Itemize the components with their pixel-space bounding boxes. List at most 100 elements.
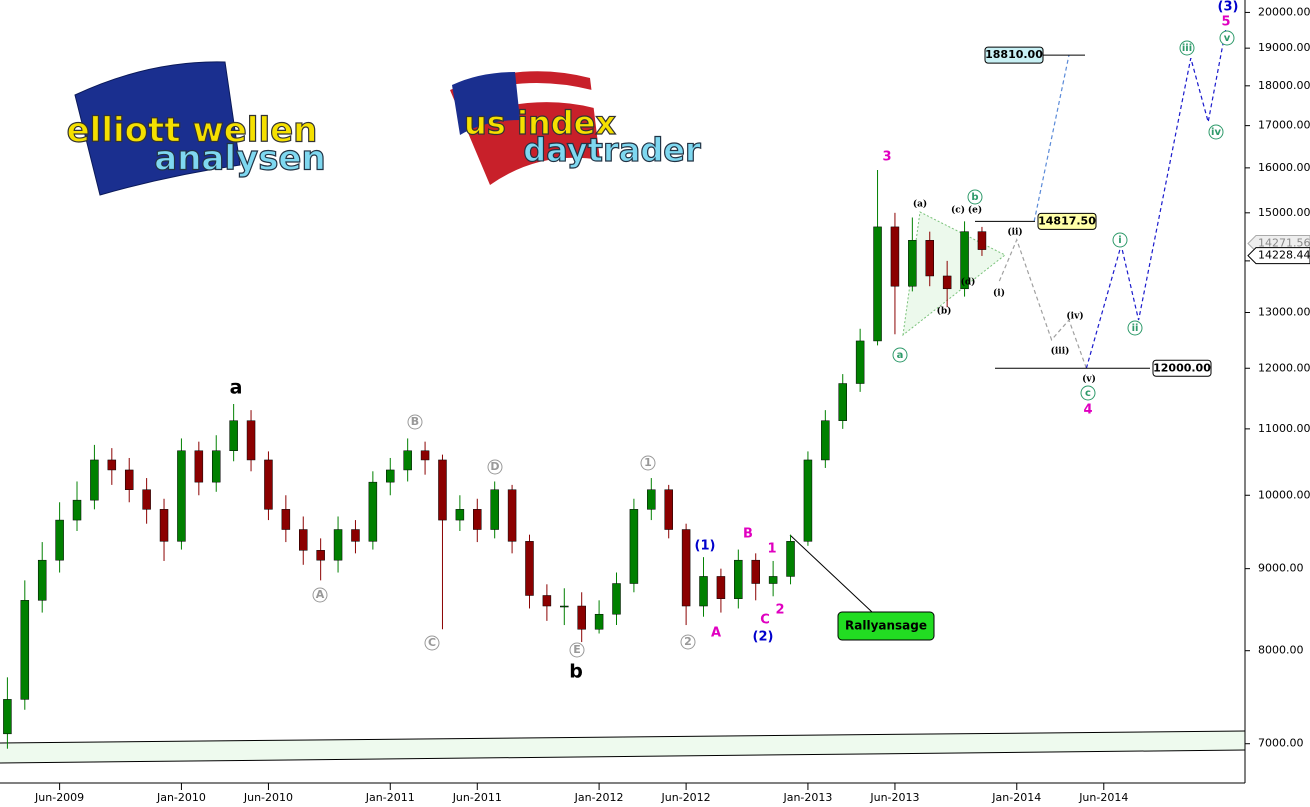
level-box xyxy=(984,46,1044,64)
wave-label: (2) xyxy=(753,630,774,645)
candle-body xyxy=(751,559,760,584)
candle-body xyxy=(681,529,691,607)
y-tick-label: 20000.00 xyxy=(1258,5,1310,18)
wave-label: (3) xyxy=(1218,0,1239,15)
wave-label: 5 xyxy=(1221,15,1230,30)
x-tick-label: Jun-2014 xyxy=(1078,791,1128,804)
candle-body xyxy=(908,240,917,287)
wave-label: iv xyxy=(1211,127,1221,138)
wave-circle xyxy=(1112,232,1128,248)
wave-label: c xyxy=(1085,388,1091,399)
candle-body xyxy=(768,576,778,584)
wave-circle xyxy=(407,414,423,430)
wave-label: 2 xyxy=(684,635,692,648)
wave-label: A xyxy=(711,626,721,641)
y-tick-label: 9000.00 xyxy=(1258,562,1304,575)
wave-label: 2 xyxy=(775,603,784,618)
candle-body xyxy=(211,450,221,483)
candle-body xyxy=(942,275,952,290)
logo-text: daytrader xyxy=(523,131,701,169)
wave-label: E xyxy=(573,643,581,656)
callout-line xyxy=(789,534,873,613)
candle-body xyxy=(107,459,117,471)
candle-body xyxy=(890,226,900,287)
candle-body xyxy=(855,340,865,384)
candle-body xyxy=(333,529,343,561)
wave-label: 1 xyxy=(767,542,776,557)
x-tick-label: Jun-2012 xyxy=(661,791,711,804)
candle-body xyxy=(316,550,325,561)
wave-circle xyxy=(892,347,908,363)
candle-body xyxy=(612,583,621,615)
wave-circle xyxy=(1080,385,1096,401)
candle-body xyxy=(473,509,482,530)
candle-body xyxy=(629,509,639,584)
wave-circle xyxy=(1208,124,1224,140)
x-tick-label: Jun-2011 xyxy=(452,791,502,804)
candle-body xyxy=(821,420,830,461)
candle-body xyxy=(72,499,82,521)
y-tick-label: 17000.00 xyxy=(1258,119,1310,132)
wave-label: v xyxy=(1224,33,1231,44)
wave-circle xyxy=(680,634,696,650)
wave-circle xyxy=(1219,30,1235,46)
wave-circle xyxy=(1127,320,1143,336)
wave-circle xyxy=(424,635,440,651)
candle-body xyxy=(90,459,99,501)
candle-body xyxy=(838,383,847,421)
y-tick-label: 15000.00 xyxy=(1258,206,1310,219)
wave-label: a xyxy=(897,350,904,361)
wave-label: B xyxy=(411,415,419,428)
y-tick-label: 8000.00 xyxy=(1258,644,1304,657)
wave-label: (d) xyxy=(961,277,976,288)
logo: us index daytrader xyxy=(450,71,702,185)
level-box xyxy=(1037,212,1097,230)
level-label: 12000.00 xyxy=(1153,361,1211,374)
wave-label: (e) xyxy=(968,205,982,216)
candle-body xyxy=(55,519,64,561)
x-tick-label: Jun-2010 xyxy=(243,791,293,804)
x-tick-label: Jun-2009 xyxy=(34,791,84,804)
candle-body xyxy=(142,489,151,510)
candle-body xyxy=(525,541,534,596)
wave-label: ii xyxy=(1132,323,1139,334)
candle-body xyxy=(734,559,743,599)
wave-circle xyxy=(1179,40,1195,56)
wave-label: A xyxy=(316,588,325,601)
y-tick-label: 13000.00 xyxy=(1258,306,1310,319)
wave-label: b xyxy=(971,192,978,203)
level-box xyxy=(1152,359,1212,377)
candle-body xyxy=(246,420,256,461)
x-tick-label: Jan-2011 xyxy=(365,791,415,804)
candle-body xyxy=(699,576,708,607)
logo-text: analysen xyxy=(154,139,325,179)
y-tick-label: 19000.00 xyxy=(1258,41,1310,54)
candle-body xyxy=(560,605,569,608)
candle-body xyxy=(368,481,378,542)
y-tick-label: 12000.00 xyxy=(1258,361,1310,374)
candle-body xyxy=(647,489,656,510)
wave-label: (a) xyxy=(913,199,927,210)
channel-line xyxy=(0,749,1246,764)
channel-fill xyxy=(0,731,1245,763)
wave-circle xyxy=(967,189,983,205)
wave-label: (b) xyxy=(937,306,952,317)
candle-body xyxy=(507,489,517,542)
candle-body xyxy=(281,509,291,530)
wave-label: (ii) xyxy=(1007,227,1022,238)
projection-line xyxy=(998,238,1087,369)
candle-body xyxy=(542,595,552,607)
projection-line xyxy=(1085,29,1227,369)
level-label: 14817.50 xyxy=(1038,214,1096,227)
wave-label: B xyxy=(743,527,753,542)
candle-body xyxy=(264,459,273,510)
candle-body xyxy=(577,605,586,630)
y-tick-label: 16000.00 xyxy=(1258,161,1310,174)
logo-text: elliott wellen xyxy=(67,111,318,151)
candle-body xyxy=(299,529,308,551)
wave-label: 3 xyxy=(882,150,891,165)
candle-body xyxy=(229,420,238,451)
wave-circle xyxy=(640,455,656,471)
wave-label: (c) xyxy=(951,205,965,216)
